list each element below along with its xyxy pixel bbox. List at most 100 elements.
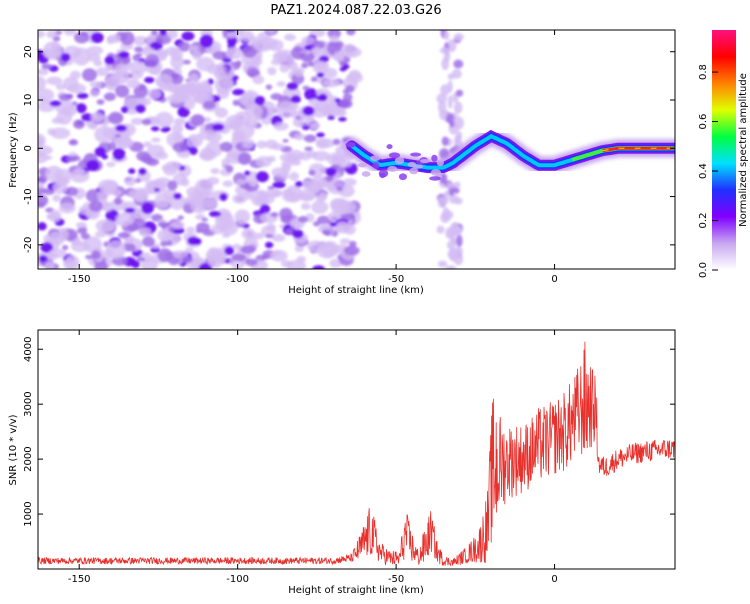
noise-blob xyxy=(40,242,54,253)
noise-blob xyxy=(48,209,62,223)
noise-blob xyxy=(202,101,216,110)
noise-blob xyxy=(302,106,315,116)
noise-blob xyxy=(64,186,79,196)
noise-blob xyxy=(87,53,101,63)
noise-blob xyxy=(97,179,118,193)
noise-blob xyxy=(445,230,456,240)
noise-blob xyxy=(232,88,245,96)
noise-blob xyxy=(81,113,94,122)
noise-blob xyxy=(38,76,47,91)
noise-blob xyxy=(75,103,87,114)
noise-blob xyxy=(182,197,193,205)
noise-blob xyxy=(89,89,100,97)
noise-blob xyxy=(244,170,251,176)
noise-blob xyxy=(102,201,113,213)
noise-blob xyxy=(255,171,269,183)
noise-blob xyxy=(293,133,305,141)
noise-blob xyxy=(339,67,347,72)
noise-blob xyxy=(282,191,302,203)
noise-blob xyxy=(329,258,343,268)
noise-blob xyxy=(188,73,199,82)
noise-blob xyxy=(188,146,198,155)
snr-frame xyxy=(37,329,676,570)
snr-axes: -150 -100 -50 0 1000 2000 3000 4000 xyxy=(23,330,675,585)
colorbar-tick-label: 0.2 xyxy=(698,213,709,229)
noise-blob xyxy=(182,255,193,264)
noise-blob xyxy=(38,153,48,164)
noise-blob xyxy=(154,111,174,128)
noise-blob xyxy=(144,76,155,84)
noise-blob xyxy=(49,100,62,107)
ridge-blob xyxy=(419,159,430,164)
noise-blob xyxy=(318,93,328,102)
snr-xlabel: Height of straight line (km) xyxy=(288,585,424,596)
noise-blob xyxy=(212,123,225,131)
noise-blob xyxy=(182,59,191,65)
noise-blob xyxy=(76,92,89,99)
noise-blob xyxy=(207,251,225,268)
noise-blob xyxy=(183,98,196,110)
noise-blob xyxy=(329,35,340,43)
noise-blob xyxy=(110,189,122,197)
noise-blob xyxy=(48,248,67,259)
noise-blob xyxy=(252,74,265,85)
ridge-blob xyxy=(436,159,444,167)
ridge-blob xyxy=(386,144,393,150)
noise-blob xyxy=(95,67,110,77)
noise-blob xyxy=(130,117,144,125)
noise-blob xyxy=(201,217,209,222)
spectrogram-ytick-label: 0 xyxy=(23,145,34,151)
noise-blob xyxy=(325,167,337,177)
noise-blob xyxy=(50,127,71,139)
noise-blob xyxy=(41,63,53,70)
noise-blob xyxy=(115,212,135,227)
noise-blob xyxy=(122,243,136,252)
noise-blob xyxy=(62,244,69,251)
spectrogram-ytick-label: -20 xyxy=(23,237,34,253)
spectrogram-xtick-label: 0 xyxy=(551,274,557,285)
noise-blob xyxy=(177,106,190,118)
noise-blob xyxy=(220,78,234,88)
ridge-blob xyxy=(398,173,407,181)
noise-blob xyxy=(64,255,80,269)
noise-blob xyxy=(142,156,155,164)
noise-blob xyxy=(198,129,217,141)
noise-blob xyxy=(38,194,49,207)
noise-blob xyxy=(63,30,76,36)
noise-blob xyxy=(442,207,450,221)
noise-blob xyxy=(38,174,48,184)
noise-blob xyxy=(266,30,276,34)
noise-blob xyxy=(177,41,191,52)
noise-blob xyxy=(117,232,130,239)
noise-blob xyxy=(106,36,115,45)
noise-blob xyxy=(96,99,105,105)
noise-blob xyxy=(286,60,298,70)
noise-blob xyxy=(136,256,146,262)
noise-blob xyxy=(155,73,173,89)
noise-blob xyxy=(45,261,55,269)
noise-blob xyxy=(268,39,284,52)
ridge-blob xyxy=(431,154,438,162)
noise-blob xyxy=(245,258,258,267)
noise-blob xyxy=(134,46,144,53)
noise-blob xyxy=(282,139,289,143)
noise-blob xyxy=(38,137,44,147)
snr-xtick-label: -100 xyxy=(226,574,249,585)
noise-blob xyxy=(186,136,199,148)
noise-blob xyxy=(177,215,184,220)
noise-blob xyxy=(238,30,255,42)
ridge-blob xyxy=(357,162,367,168)
snr-xtick-label: 0 xyxy=(551,574,557,585)
noise-blob xyxy=(447,249,458,260)
noise-blob xyxy=(316,138,336,149)
noise-blob xyxy=(147,88,162,100)
noise-blob xyxy=(75,166,84,175)
noise-blob xyxy=(319,55,330,63)
noise-blob xyxy=(72,47,91,66)
noise-blob xyxy=(159,30,168,36)
ridge-blob xyxy=(394,156,405,165)
noise-blob xyxy=(234,209,251,224)
noise-blob xyxy=(321,105,336,116)
noise-blob xyxy=(447,39,457,53)
noise-blob xyxy=(311,200,329,214)
